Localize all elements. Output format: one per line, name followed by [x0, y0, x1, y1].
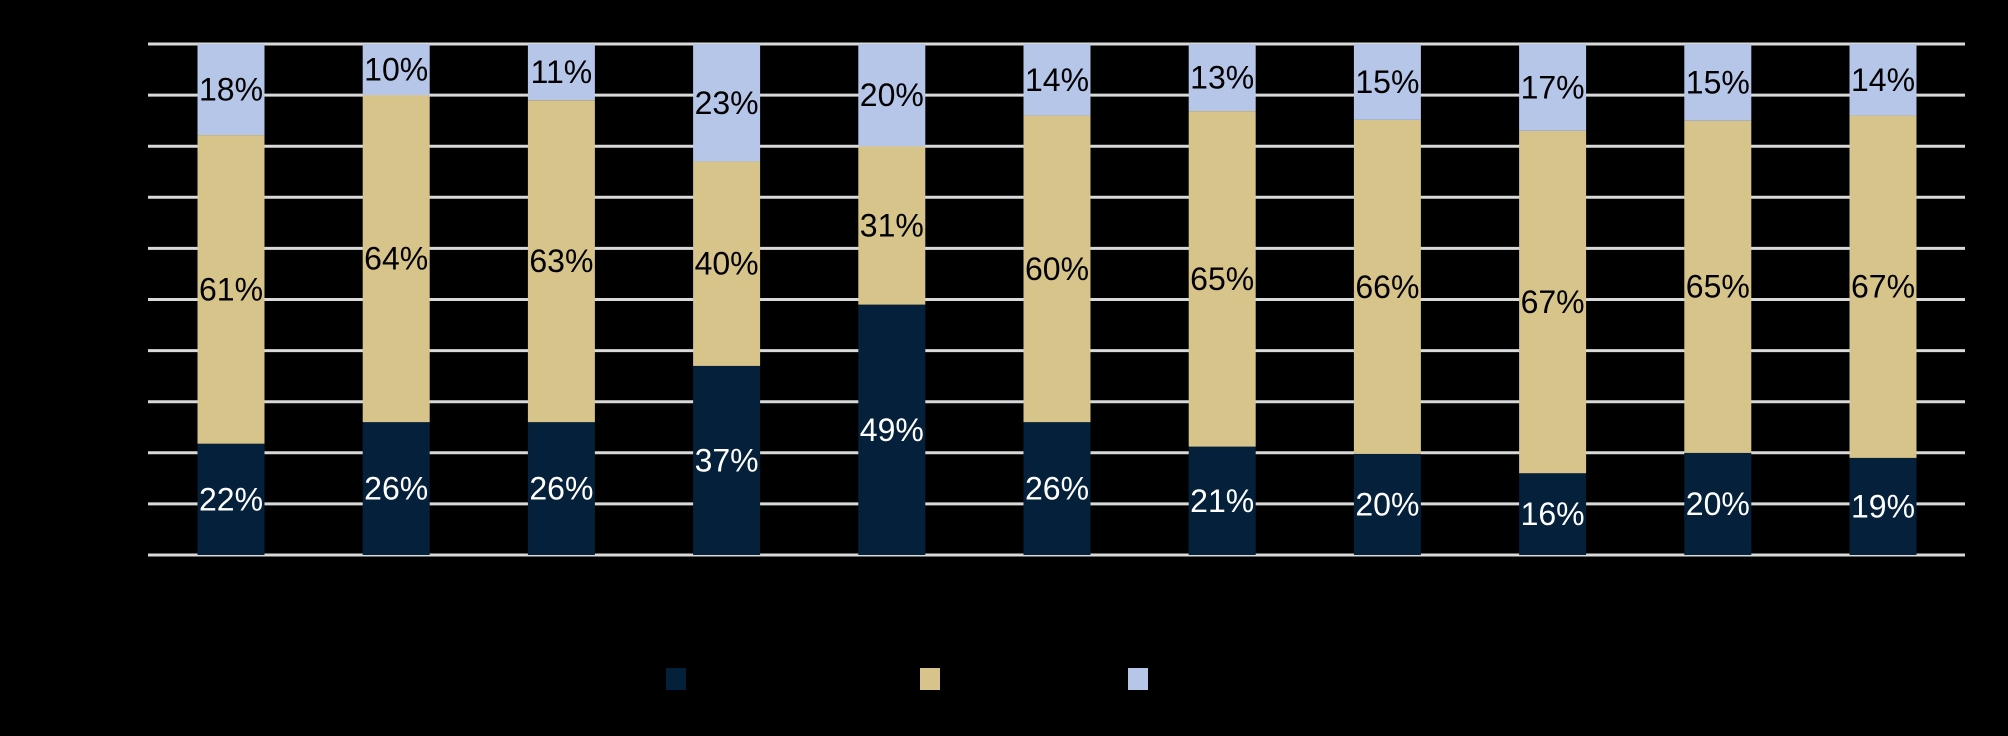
- data-label: 61%: [199, 271, 263, 307]
- data-label: 31%: [860, 207, 924, 243]
- bars: [197, 44, 1917, 555]
- data-label: 11%: [531, 54, 593, 90]
- bar-segment: [1849, 457, 1917, 555]
- data-label: 26%: [364, 471, 428, 507]
- data-label: 14%: [1851, 62, 1915, 98]
- data-label: 22%: [199, 481, 263, 517]
- legend-swatch: [1128, 668, 1148, 690]
- data-label: 20%: [1686, 486, 1750, 522]
- data-label: 66%: [1355, 269, 1419, 305]
- bar-segment: [1023, 115, 1091, 423]
- bar-segment: [527, 100, 595, 423]
- data-label: 37%: [695, 442, 759, 478]
- bar-segment: [1188, 44, 1256, 112]
- bar-segment: [858, 304, 926, 555]
- legend-swatch: [666, 668, 686, 690]
- data-label: 26%: [529, 471, 593, 507]
- bar-segment: [1353, 44, 1421, 120]
- bar-segment: [693, 161, 761, 366]
- data-label: 15%: [1686, 64, 1750, 100]
- bar-segment: [1519, 130, 1587, 474]
- data-label: 18%: [199, 72, 263, 108]
- bar-segment: [362, 422, 430, 555]
- bar-segment: [1023, 422, 1091, 555]
- bar-segment: [197, 44, 265, 136]
- bar-segment: [1684, 452, 1752, 555]
- bar-segment: [527, 44, 595, 101]
- bar-segment: [1353, 119, 1421, 454]
- legend: [666, 668, 1148, 690]
- data-label: 21%: [1190, 483, 1254, 519]
- data-label: 23%: [695, 85, 759, 121]
- bar-segment: [1023, 44, 1091, 116]
- data-label: 63%: [529, 243, 593, 279]
- bar-segment: [197, 135, 265, 444]
- data-label: 20%: [860, 77, 924, 113]
- legend-swatch: [920, 668, 940, 690]
- bar-segment: [858, 44, 926, 147]
- bar-segment: [1188, 111, 1256, 447]
- bar-segment: [1519, 44, 1587, 131]
- bar-segment: [1849, 115, 1917, 458]
- data-label: 16%: [1521, 496, 1585, 532]
- data-label: 60%: [1025, 251, 1089, 287]
- bar-segment: [197, 443, 265, 555]
- bar-segment: [1849, 44, 1917, 116]
- bar-segment: [1684, 44, 1752, 121]
- data-label: 19%: [1851, 488, 1915, 524]
- data-label: 65%: [1190, 261, 1254, 297]
- bar-segment: [1188, 446, 1256, 555]
- data-label: 17%: [1521, 69, 1585, 105]
- bar-segment: [362, 44, 430, 96]
- bar-segment: [858, 146, 926, 305]
- data-label: 67%: [1521, 284, 1585, 320]
- data-label: 40%: [695, 246, 759, 282]
- data-label: 20%: [1355, 486, 1419, 522]
- bar-segment: [693, 44, 761, 162]
- data-label: 14%: [1025, 62, 1089, 98]
- bar-segment: [1353, 453, 1421, 555]
- bar-segment: [693, 365, 761, 555]
- data-label: 49%: [860, 412, 924, 448]
- data-label: 26%: [1025, 471, 1089, 507]
- bar-segment: [362, 95, 430, 423]
- data-label: 15%: [1355, 64, 1419, 100]
- data-label: 67%: [1851, 269, 1915, 305]
- data-label: 65%: [1686, 269, 1750, 305]
- data-labels: 22% 61% 18% 26% 64% 10% 26% 63% 11% 37% 40% 23% 49% 3…: [199, 52, 1915, 533]
- bar-segment: [1519, 473, 1587, 555]
- data-label: 64%: [364, 241, 428, 277]
- bar-segment: [527, 422, 595, 555]
- bar-segment: [1684, 120, 1752, 453]
- data-label: 10%: [364, 52, 428, 88]
- data-label: 13%: [1190, 60, 1254, 96]
